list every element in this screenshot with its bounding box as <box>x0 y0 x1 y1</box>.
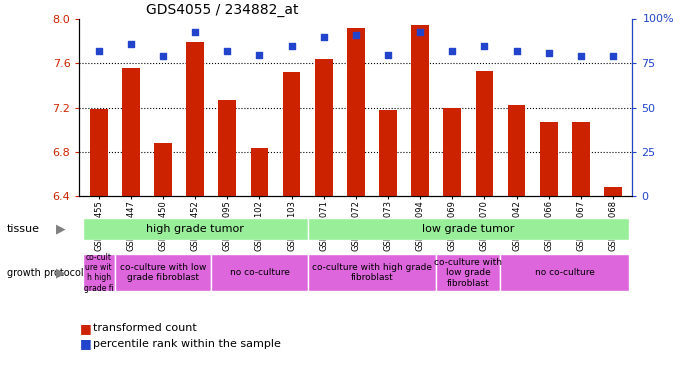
Bar <box>83 218 307 240</box>
Point <box>254 51 265 58</box>
Point <box>318 34 329 40</box>
Bar <box>187 42 204 196</box>
Text: tissue: tissue <box>7 224 40 234</box>
Bar <box>572 122 589 196</box>
Point <box>93 48 104 54</box>
Text: ■: ■ <box>79 322 91 335</box>
Point <box>222 48 233 54</box>
Text: ▶: ▶ <box>56 266 66 279</box>
Bar <box>211 254 307 291</box>
Text: co-culture with low
grade fibroblast: co-culture with low grade fibroblast <box>120 263 206 282</box>
Text: ▶: ▶ <box>56 222 66 235</box>
Text: transformed count: transformed count <box>93 323 197 333</box>
Text: GDS4055 / 234882_at: GDS4055 / 234882_at <box>146 3 299 17</box>
Text: low grade tumor: low grade tumor <box>422 224 515 234</box>
Bar <box>283 72 301 196</box>
Bar <box>508 105 525 196</box>
Point <box>479 43 490 49</box>
Bar <box>347 28 365 196</box>
Point <box>158 53 169 60</box>
Point <box>189 28 200 35</box>
Bar <box>500 254 629 291</box>
Text: ■: ■ <box>79 337 91 350</box>
Bar <box>90 109 108 196</box>
Bar <box>315 59 332 196</box>
Point <box>415 28 426 35</box>
Bar <box>436 254 500 291</box>
Point <box>447 48 458 54</box>
Bar <box>379 110 397 196</box>
Bar <box>218 100 236 196</box>
Point <box>350 32 361 38</box>
Text: 100%: 100% <box>643 14 675 24</box>
Text: no co-culture: no co-culture <box>535 268 595 277</box>
Bar <box>83 254 115 291</box>
Text: co-culture with high grade
fibroblast: co-culture with high grade fibroblast <box>312 263 432 282</box>
Text: growth protocol: growth protocol <box>7 268 84 278</box>
Text: percentile rank within the sample: percentile rank within the sample <box>93 339 281 349</box>
Point <box>543 50 554 56</box>
Point <box>286 43 297 49</box>
Bar <box>307 254 436 291</box>
Bar <box>115 254 211 291</box>
Point <box>576 53 587 60</box>
Point <box>511 48 522 54</box>
Bar <box>540 122 558 196</box>
Bar <box>154 143 172 196</box>
Bar <box>411 25 429 196</box>
Text: co-cult
ure wit
h high
grade fi: co-cult ure wit h high grade fi <box>84 253 113 293</box>
Text: high grade tumor: high grade tumor <box>146 224 244 234</box>
Bar <box>604 187 622 196</box>
Bar <box>444 108 461 196</box>
Bar <box>251 148 268 196</box>
Bar <box>475 71 493 196</box>
Text: co-culture with
low grade
fibroblast: co-culture with low grade fibroblast <box>435 258 502 288</box>
Text: no co-culture: no co-culture <box>229 268 290 277</box>
Point <box>607 53 618 60</box>
Point <box>383 51 394 58</box>
Bar <box>307 218 629 240</box>
Bar <box>122 68 140 196</box>
Point <box>125 41 136 47</box>
